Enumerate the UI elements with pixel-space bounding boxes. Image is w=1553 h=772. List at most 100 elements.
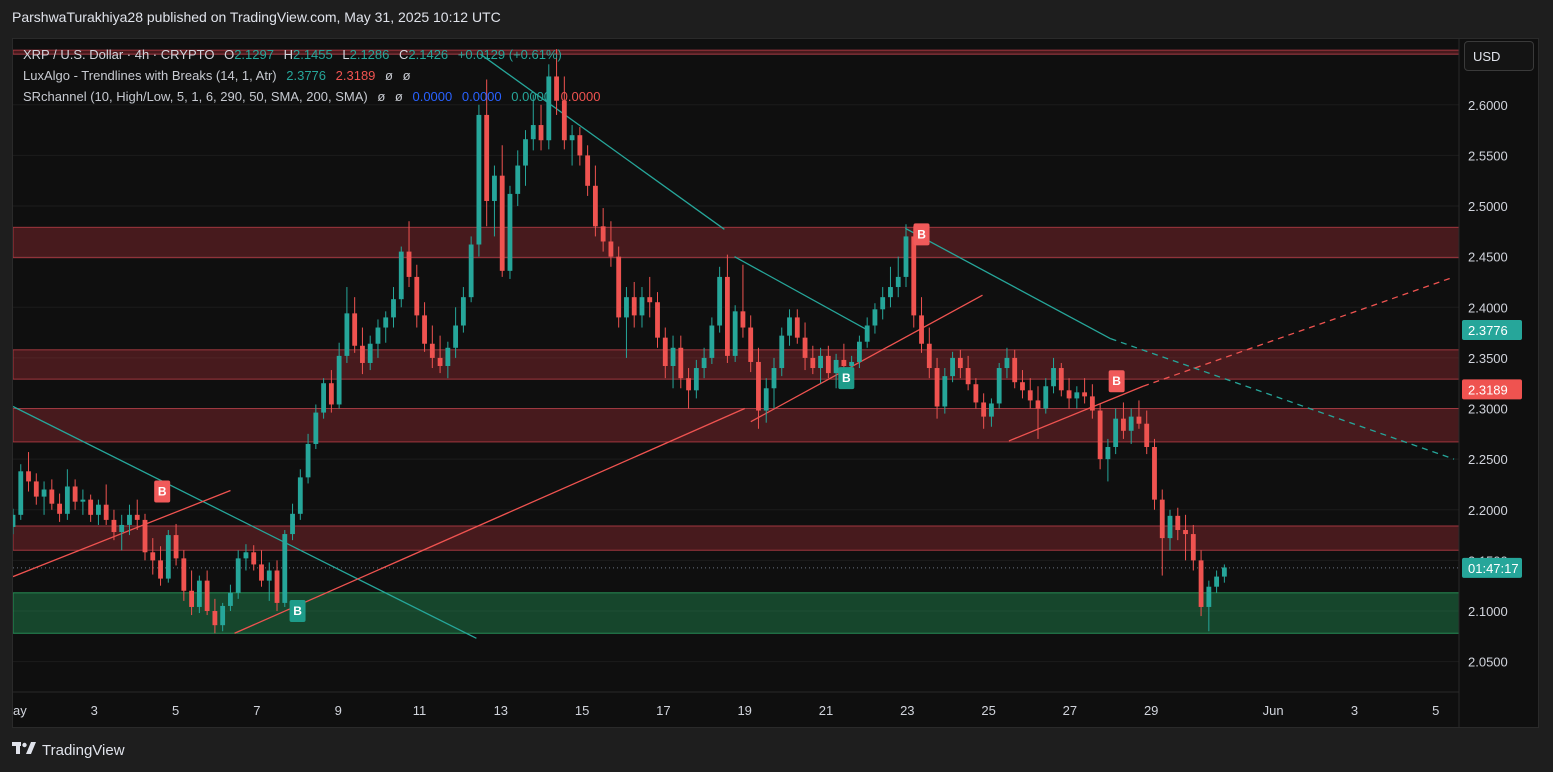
x-tick-label: 21 xyxy=(819,703,833,718)
candle-body xyxy=(523,139,528,166)
candle-body xyxy=(453,325,459,348)
candle-body xyxy=(1113,418,1119,447)
candle-body xyxy=(864,325,870,342)
candle-body xyxy=(709,325,715,358)
candle-body xyxy=(468,244,474,298)
currency-button[interactable]: USD xyxy=(1464,41,1534,71)
candle-body xyxy=(1190,534,1196,561)
indicator2-value-3: 0.0000 xyxy=(412,89,453,104)
y-tick-label: 2.5500 xyxy=(1468,148,1508,163)
candle-body xyxy=(297,477,303,514)
candle-body xyxy=(1004,357,1010,369)
candle-body xyxy=(398,251,404,300)
candle-body xyxy=(1144,423,1150,447)
candle-body xyxy=(592,185,598,227)
candle-body xyxy=(360,345,365,363)
candle-body xyxy=(88,499,94,515)
candle-body xyxy=(849,361,855,367)
trendline-teal xyxy=(904,227,1111,340)
price-label-bg xyxy=(1462,379,1522,400)
candle-body xyxy=(825,355,831,374)
candle-body xyxy=(220,605,226,626)
candle-body xyxy=(437,357,443,367)
candle-body xyxy=(321,383,327,413)
y-tick-label: 2.4000 xyxy=(1468,300,1508,315)
candle-body xyxy=(515,165,521,194)
candle-body xyxy=(111,519,117,533)
indicator2-value-6: 0.0000 xyxy=(560,89,601,104)
price-label-text: 01:47:17 xyxy=(1468,561,1519,576)
x-tick-label: ay xyxy=(13,703,27,718)
y-tick-label: 2.3500 xyxy=(1468,351,1508,366)
x-tick-label: 3 xyxy=(91,703,98,718)
break-marker-label: B xyxy=(842,371,851,385)
break-markers: B B B B B xyxy=(154,223,1125,623)
candle-body xyxy=(771,368,777,389)
candle-body xyxy=(1105,446,1111,460)
x-tick-label: 25 xyxy=(981,703,995,718)
indicator1-value-3: ø xyxy=(385,68,393,83)
candle-body xyxy=(903,236,909,277)
candle-body xyxy=(856,341,862,362)
break-marker-label: B xyxy=(1112,374,1121,388)
candle-body xyxy=(127,514,132,525)
candle-body xyxy=(1214,576,1220,587)
trendline-teal xyxy=(13,405,477,639)
candle-body xyxy=(189,590,195,607)
indicator2-name[interactable]: SRchannel (10, High/Low, 5, 1, 6, 290, 5… xyxy=(23,89,368,104)
candle-body xyxy=(1175,515,1181,531)
candle-body xyxy=(748,327,754,362)
candle-body xyxy=(732,311,738,356)
price-chart-svg[interactable]: BBBBB2.65002.60002.55002.50002.45002.400… xyxy=(13,39,1539,728)
candle-body xyxy=(1089,396,1095,411)
trendlines xyxy=(13,53,1455,639)
open-label: O xyxy=(224,47,235,62)
candle-body xyxy=(989,403,994,417)
trendline-red xyxy=(750,294,983,423)
x-axis-ticks: ay 3 5 7 9 11 13 15 17 19 21 23 25 27 29 Jun 3 5 xyxy=(13,703,1439,718)
candle-body xyxy=(756,361,761,411)
candle-body xyxy=(134,514,140,520)
y-tick-label: 2.4500 xyxy=(1468,250,1508,265)
candle-body xyxy=(13,514,16,527)
candle-body xyxy=(996,368,1002,404)
candle-body xyxy=(18,471,24,515)
candle-body xyxy=(561,100,567,141)
candle-body xyxy=(1121,418,1126,431)
x-tick-label: 3 xyxy=(1351,703,1358,718)
y-tick-label: 2.6000 xyxy=(1468,98,1508,113)
break-marker-badge xyxy=(1108,370,1125,393)
candle-body xyxy=(313,412,319,444)
candle-body xyxy=(911,236,917,316)
candle-body xyxy=(391,299,396,318)
candle-body xyxy=(957,357,963,369)
chart-area[interactable]: BBBBB2.65002.60002.55002.50002.45002.400… xyxy=(12,38,1539,728)
y-tick-label: 2.1000 xyxy=(1468,604,1508,619)
x-tick-label: 27 xyxy=(1063,703,1077,718)
candle-body xyxy=(973,384,979,403)
x-tick-label: 11 xyxy=(413,703,427,718)
candle-body xyxy=(926,343,932,369)
sr-zone-red xyxy=(13,525,1460,551)
candle-body xyxy=(173,535,179,559)
candle-body xyxy=(810,357,816,369)
candle-body xyxy=(872,309,878,326)
candle-body xyxy=(204,580,210,612)
y-tick-label: 2.5000 xyxy=(1468,199,1508,214)
indicator1-name[interactable]: LuxAlgo - Trendlines with Breaks (14, 1,… xyxy=(23,68,277,83)
candle-body xyxy=(538,125,544,141)
trendline-red xyxy=(1008,385,1144,442)
tradingview-logo-icon xyxy=(12,740,36,760)
high-value: 2.1455 xyxy=(292,47,333,62)
candle-body xyxy=(57,503,62,514)
candle-body xyxy=(794,317,800,338)
x-tick-label: 7 xyxy=(253,703,260,718)
candle-body xyxy=(880,297,886,310)
candle-body xyxy=(212,611,218,626)
candle-body xyxy=(678,347,684,379)
symbol-title: XRP / U.S. Dollar · 4h · CRYPTO xyxy=(23,47,215,62)
candle-body xyxy=(919,315,924,344)
candle-body xyxy=(1035,400,1041,409)
high-label: H xyxy=(283,47,293,62)
candle-body xyxy=(1167,515,1173,539)
